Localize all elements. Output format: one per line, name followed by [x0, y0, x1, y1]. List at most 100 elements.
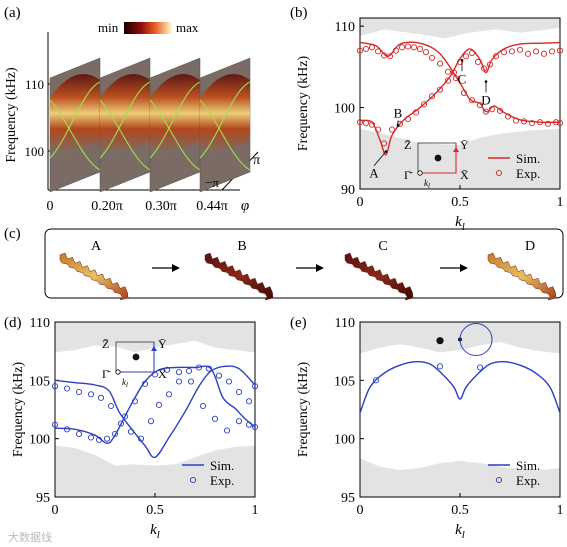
legend-marker-swatch	[495, 169, 503, 177]
data-point-2-29	[556, 119, 564, 127]
inset-label-k-sub: l	[126, 381, 128, 389]
slab-curve-b-0	[49, 81, 101, 159]
series-line-1	[360, 41, 560, 156]
panel-c-arrow-2	[296, 264, 324, 272]
data-point-3-7	[404, 115, 412, 123]
inset-label-k-sub: l	[428, 182, 430, 190]
annotation-head-C	[460, 59, 464, 62]
chart-b: 0 0.5 1 90 100 110 kl Frequency (kHz) (b) Sim.Exp…	[290, 5, 564, 233]
panel-a-xtick-2: 0.30π	[145, 199, 177, 214]
legend-marker-swatch	[495, 476, 503, 484]
inset-label-k: kl	[424, 178, 430, 190]
data-point-2-10	[416, 45, 424, 52]
data-point-2-17	[468, 97, 476, 104]
data-point-2-3	[374, 48, 382, 55]
inset-label-z: Z̄	[404, 138, 411, 152]
panel-c-label-b: B	[237, 239, 246, 254]
data-point-3-2	[75, 430, 83, 438]
panel-c-beams	[59, 252, 557, 301]
chart-d: 0 0.5 1 95 100 105 110 kl Frequency (kHz) (d) Sim.…	[4, 315, 259, 541]
data-point-3-7	[121, 413, 129, 420]
chart-e: 0 0.5 1 95 100 105 110 kl Frequency (kHz) (e) Sim.…	[290, 315, 564, 541]
data-point-2-2	[75, 388, 83, 396]
data-point-3-10	[151, 371, 159, 378]
data-point-2-4	[380, 52, 388, 59]
data-point-3-18	[245, 421, 253, 428]
data-point-3-9	[141, 380, 149, 387]
legend-sim: Sim.	[516, 458, 540, 473]
annotation-head-D	[484, 80, 488, 83]
data-point-3-19	[486, 61, 494, 68]
annotation-head-A	[384, 150, 388, 153]
data-point-3-14	[456, 58, 464, 66]
panel-a-colorbar	[124, 22, 172, 34]
data-point-2-15	[452, 75, 460, 82]
panel-tag: (e)	[290, 315, 307, 331]
y-tick-label: 95	[341, 491, 355, 506]
data-point-3-26	[540, 50, 548, 57]
data-point-2-7	[127, 428, 135, 435]
data-point-3-11	[436, 86, 444, 93]
panel-c-frame	[44, 228, 564, 299]
slab-curve-a-0	[49, 99, 101, 171]
inset-label-y: Ȳ	[158, 337, 167, 351]
x-axis-label: kl	[455, 522, 465, 541]
y-axis-label: Frequency (kHz)	[296, 56, 311, 152]
data-point-3-6	[111, 430, 119, 438]
data-point-2-28	[552, 119, 560, 126]
data-point-3-17	[235, 418, 243, 425]
inset-origin	[115, 369, 121, 375]
data-point-2-0	[51, 383, 59, 390]
data-point-3-19	[251, 423, 259, 431]
data-point-3-27	[548, 48, 556, 55]
data-point-2-17	[225, 378, 233, 385]
slab-curve-a-2	[149, 99, 201, 171]
data-point-2-15	[205, 365, 213, 372]
inset-origin	[417, 170, 423, 176]
data-point-2-12	[175, 378, 183, 385]
panel-c-arrow-1	[152, 264, 180, 272]
x-tick-label: 1	[252, 503, 259, 518]
data-point-3-20	[492, 53, 500, 60]
y-tick-label: 105	[29, 374, 50, 389]
data-point-2-24	[520, 118, 528, 125]
inset-label-z: Z̄	[102, 337, 109, 351]
data-point-2-25	[528, 119, 536, 127]
data-point-3-13	[187, 378, 195, 385]
y-axis-label: Frequency (kHz)	[11, 362, 26, 458]
x-tick-label: 0	[52, 503, 59, 518]
inset-arrowhead	[453, 147, 459, 152]
data-point-2-5	[107, 402, 115, 410]
data-point-2-9	[410, 44, 418, 51]
data-point-2-14	[444, 68, 452, 75]
annotation-head-B	[396, 124, 400, 127]
data-point-3-4	[380, 140, 388, 147]
data-point-2-16	[215, 372, 223, 379]
x-tick-label: 0.5	[451, 195, 469, 210]
x-axis-label-sub: l	[157, 529, 160, 541]
data-point-2-19	[482, 108, 490, 115]
watermark: 大数据线	[8, 530, 52, 544]
panel-tag: (b)	[290, 5, 308, 21]
beam-mode-3	[487, 252, 557, 301]
slab-curve-b-3	[199, 81, 251, 159]
data-point-2-10	[155, 401, 163, 408]
y-tick-label: 90	[341, 183, 355, 198]
panel-a-slabs	[49, 57, 251, 193]
data-point-3-0	[51, 421, 59, 428]
data-point-2-19	[245, 398, 253, 405]
legend-exp: Exp.	[516, 473, 540, 488]
data-point-3-8	[131, 398, 139, 405]
data-point-2-1	[63, 385, 71, 392]
panel-c-label-c: C	[378, 239, 387, 254]
panel-c-label-a: A	[91, 239, 102, 254]
data-point-1-0	[372, 377, 380, 384]
annotation-A: A	[369, 166, 379, 181]
data-point-3-0	[356, 119, 364, 126]
data-point-3-1	[63, 426, 71, 433]
x-axis-label: kl	[150, 522, 160, 541]
mass-dot	[436, 337, 444, 345]
data-point-2-0	[356, 47, 364, 54]
data-point-3-15	[462, 53, 470, 60]
x-axis-label-sub: l	[462, 221, 465, 233]
